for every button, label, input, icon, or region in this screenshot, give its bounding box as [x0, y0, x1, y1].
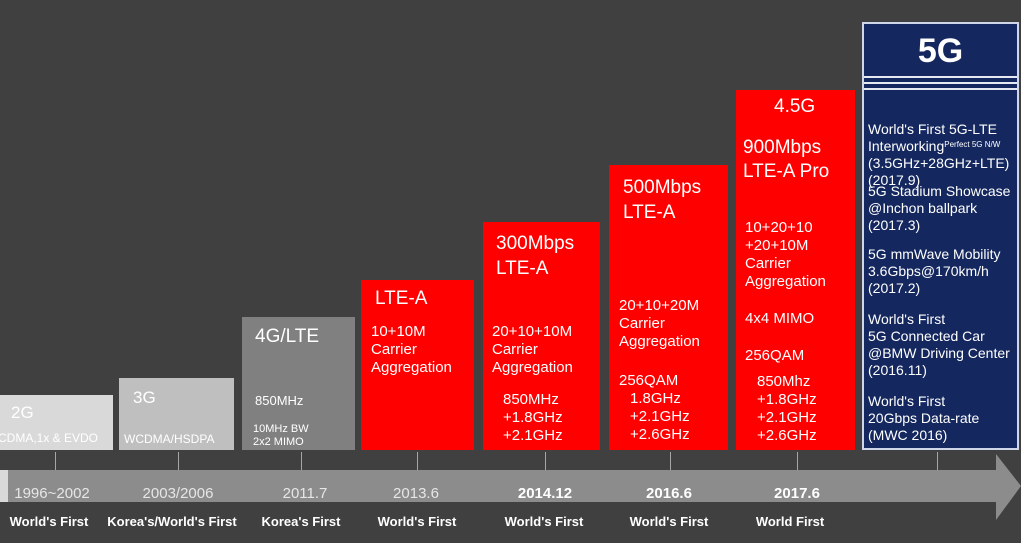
box-500-freq: 1.8GHz +2.1GHz +2.6GHz	[630, 390, 690, 443]
year-label: 2014.12	[517, 485, 573, 502]
interworking-text: World's First 5G-LTE Interworking	[868, 121, 997, 154]
achievement-mmwave: 5G mmWave Mobility 3.6Gbps@170km/h (2017…	[868, 246, 1001, 296]
first-label: Korea's First	[261, 514, 341, 529]
first-label: World's First	[9, 514, 89, 529]
divider-lines	[864, 76, 1017, 90]
tick	[301, 452, 302, 470]
box-45-top: 4.5G	[774, 96, 816, 117]
box-45-title: 900Mbps LTE-A Pro	[743, 137, 830, 182]
box-4g-freq: 850MHz	[255, 393, 304, 408]
box-2g: 2G CDMA,1x & EVDO	[0, 395, 113, 450]
box-300-ca: 20+10+10M Carrier Aggregation	[492, 323, 573, 376]
box-45-ca: 10+20+10 +20+10M Carrier Aggregation	[745, 219, 826, 290]
box-2g-title: 2G	[11, 403, 34, 422]
year-label: 2016.6	[646, 485, 692, 502]
box-500mbps: 500Mbps LTE-A 20+10+20M Carrier Aggregat…	[609, 165, 728, 450]
box-lte-a-ca: 10+10M Carrier Aggregation	[371, 323, 452, 376]
interworking-detail: (3.5GHz+28GHz+LTE) (2017.9)	[868, 155, 1010, 188]
box-lte-a-title: LTE-A	[375, 288, 428, 309]
box-500-qam: 256QAM	[619, 372, 679, 389]
box-500-title: 500Mbps LTE-A	[623, 177, 702, 223]
box-4g-title: 4G/LTE	[255, 326, 320, 347]
year-label: 2017.6	[774, 485, 820, 502]
tick	[417, 452, 418, 470]
box-500-ca: 20+10+20M Carrier Aggregation	[619, 297, 700, 350]
box-4g-bw: 10MHz BW	[253, 423, 309, 435]
box-5g: 5G World's First 5G-LTE InterworkingPerf…	[862, 22, 1019, 450]
tick	[797, 452, 798, 470]
tick	[937, 452, 938, 470]
box-3g-sub: WCDMA/HSDPA	[124, 432, 215, 446]
achievement-interworking: World's First 5G-LTE InterworkingPerfect…	[868, 104, 1009, 189]
tick	[178, 452, 179, 470]
year-label: 2013.6	[393, 485, 439, 502]
box-45-qam: 256QAM	[745, 347, 805, 364]
box-4g-mimo: 2x2 MIMO	[253, 436, 304, 448]
box-300mbps: 300Mbps LTE-A 20+10+10M Carrier Aggregat…	[483, 222, 600, 450]
first-label: World's First	[504, 514, 584, 529]
box-5g-title: 5G	[917, 32, 964, 70]
achievement-connected-car: World's First 5G Connected Car @BMW Driv…	[868, 311, 1010, 378]
year-label: 2003/2006	[142, 485, 214, 502]
first-label: World First	[755, 514, 825, 529]
box-lte-a: LTE-A 10+10M Carrier Aggregation	[361, 280, 474, 450]
box-4g-lte: 4G/LTE 850MHz 10MHz BW 2x2 MIMO	[242, 317, 355, 450]
first-label: Korea's/World's First	[107, 514, 237, 529]
box-45-freq: 850Mhz +1.8GHz +2.1GHz +2.6GHz	[757, 373, 817, 444]
achievement-stadium: 5G Stadium Showcase @Inchon ballpark (20…	[868, 183, 1011, 233]
box-45-mimo: 4x4 MIMO	[745, 310, 815, 327]
box-3g-title: 3G	[133, 388, 156, 407]
box-2g-sub: CDMA,1x & EVDO	[0, 431, 99, 445]
tick	[670, 452, 671, 470]
year-label: 2011.7	[282, 485, 328, 502]
tick	[55, 452, 56, 470]
box-4-5g: 4.5G 900Mbps LTE-A Pro 10+20+10 +20+10M …	[736, 90, 855, 450]
box-3g: 3G WCDMA/HSDPA	[119, 378, 234, 450]
achievement-20gbps: World's First 20Gbps Data-rate (MWC 2016…	[868, 393, 980, 443]
year-label: 1996~2002	[14, 485, 90, 502]
tick	[545, 452, 546, 470]
first-label: World's First	[377, 514, 457, 529]
box-300-title: 300Mbps LTE-A	[496, 233, 575, 279]
box-300-freq: 850MHz +1.8GHz +2.1GHz	[503, 391, 563, 444]
interworking-sup: Perfect 5G N/W	[944, 140, 1001, 149]
first-label: World's First	[629, 514, 709, 529]
